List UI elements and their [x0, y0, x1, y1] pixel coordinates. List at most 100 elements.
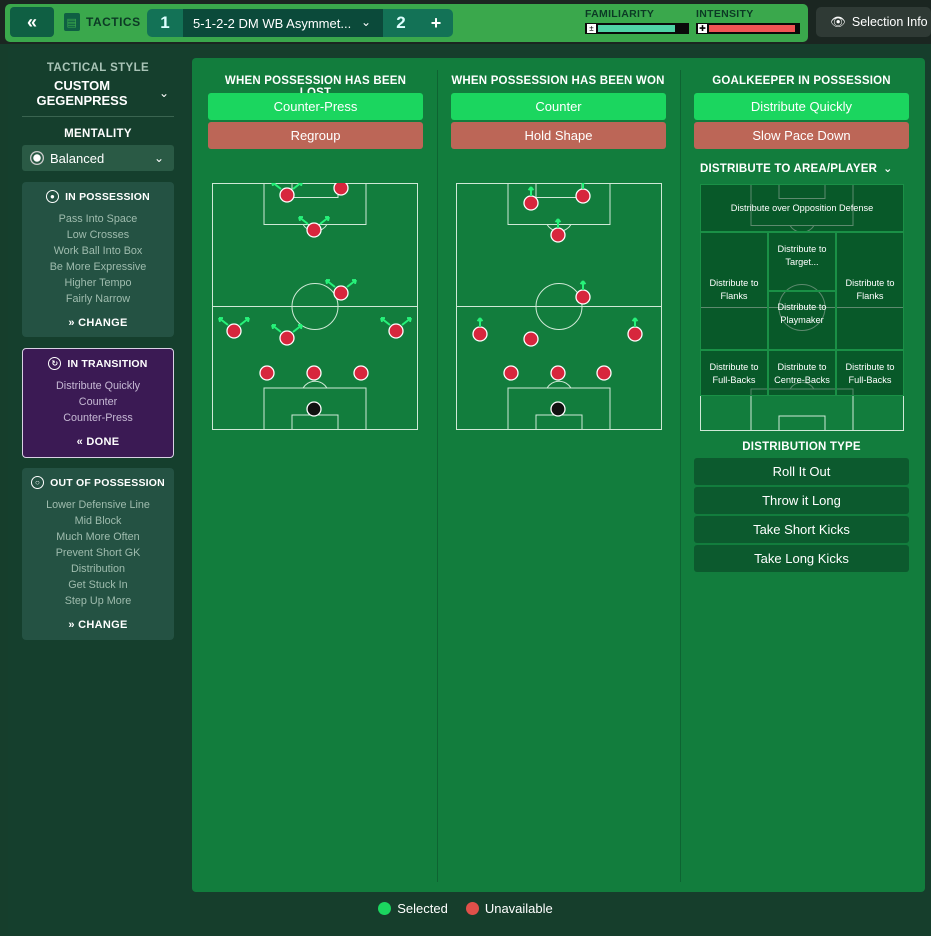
zone-centre-backs[interactable]: Distribute to Centre-Backs	[774, 361, 830, 386]
familiarity-fill	[598, 25, 675, 32]
arrow-head	[380, 317, 386, 323]
chevron-down-icon: ⌄	[360, 15, 371, 29]
counter-option[interactable]: Counter	[451, 93, 666, 120]
legend-selected-label: Selected	[397, 900, 448, 916]
tactics-section: ▤ TACTICS	[64, 13, 141, 31]
pitch-won	[456, 183, 662, 430]
tactics-label: TACTICS	[86, 15, 141, 29]
intensity-icon: ✚	[698, 24, 707, 33]
distribution-zone-area	[768, 232, 836, 291]
zone-full-backs-left[interactable]: Distribute to Full-Backs	[709, 361, 759, 386]
distribute-quickly-option[interactable]: Distribute Quickly	[694, 93, 909, 120]
zone-playmaker[interactable]: Distribute to Playmaker	[777, 301, 827, 326]
instruction-item: Counter	[78, 396, 118, 408]
player-marker	[279, 330, 295, 346]
take-long-kicks-option[interactable]: Take Long Kicks	[694, 545, 909, 572]
instruction-item: Low Crosses	[66, 229, 130, 241]
selection-info-button[interactable]: 👁 Selection Info	[816, 7, 931, 37]
mentality-select[interactable]: Balanced ⌄	[22, 145, 174, 171]
intensity-fill	[709, 25, 795, 32]
arrow-head	[579, 280, 587, 285]
tactic-select[interactable]: 5-1-2-2 DM WB Asymmet... ⌄	[183, 9, 383, 37]
player-marker	[550, 227, 566, 243]
phase-in-transition[interactable]: ↻ IN TRANSITION Distribute Quickly Counte…	[22, 348, 174, 458]
instruction-list: Distribute Quickly Counter Counter-Press	[23, 378, 173, 426]
legend-unavailable-label: Unavailable	[484, 900, 553, 916]
take-short-kicks-option[interactable]: Take Short Kicks	[694, 516, 909, 543]
chevron-down-icon[interactable]: ⌄	[159, 86, 170, 100]
arrow-head	[527, 186, 535, 191]
penalty-area	[263, 183, 367, 225]
distribution-zone-area	[768, 350, 836, 396]
tab-tactic-2[interactable]: 2	[396, 13, 406, 32]
player-marker	[575, 188, 591, 204]
familiarity-meter[interactable]: FAMILIARITY ±	[585, 8, 689, 34]
distribute-area-label: DISTRIBUTE TO AREA/PLAYER	[700, 163, 878, 175]
player-marker	[279, 187, 295, 203]
change-button[interactable]: » CHANGE	[68, 619, 128, 631]
zone-target[interactable]: Distribute to Target...	[777, 243, 827, 268]
zone-flanks-left[interactable]: Distribute to Flanks	[709, 277, 759, 302]
instruction-item: Distribute Quickly	[56, 380, 140, 392]
tab-tactic-1[interactable]: 1	[160, 13, 170, 32]
goalkeeper-marker	[550, 401, 566, 417]
movement-arrow	[271, 183, 282, 190]
tactical-style-name[interactable]: CUSTOM GEGENPRESS	[36, 78, 128, 108]
distribution-zone-area	[836, 350, 904, 396]
eye-icon: 👁	[830, 14, 846, 29]
counter-press-option[interactable]: Counter-Press	[208, 93, 423, 120]
arrow-head	[324, 216, 330, 222]
player-marker	[306, 365, 322, 381]
pitch-lost	[212, 183, 418, 430]
movement-arrow	[298, 216, 309, 225]
arrow-head	[351, 279, 357, 285]
intensity-meter[interactable]: INTENSITY ✚	[696, 8, 800, 34]
six-yard-box	[535, 414, 583, 430]
instruction-item: Much More Often	[56, 531, 140, 543]
tactic-tabs: 1 5-1-2-2 DM WB Asymmet... ⌄ 2 +	[147, 9, 453, 37]
phase-in-possession[interactable]: ● IN POSSESSION Pass Into Space Low Cross…	[22, 182, 174, 337]
add-tactic-button[interactable]: +	[430, 12, 442, 33]
movement-arrow	[292, 183, 303, 190]
roll-it-out-option[interactable]: Roll It Out	[694, 458, 909, 485]
movement-arrow	[401, 317, 412, 326]
pitch-distribution	[700, 184, 904, 431]
instruction-item: Be More Expressive	[49, 261, 147, 273]
arrow-head	[218, 317, 224, 323]
zone-full-backs-right[interactable]: Distribute to Full-Backs	[845, 361, 895, 386]
column-divider	[437, 70, 438, 882]
distribution-zone-area	[700, 184, 904, 232]
chevron-down-icon: ⌄	[883, 163, 893, 175]
distribute-area-title[interactable]: DISTRIBUTE TO AREA/PLAYER ⌄	[700, 162, 893, 175]
six-yard-box	[778, 415, 826, 431]
done-label: DONE	[86, 436, 120, 448]
phase-title-text: IN TRANSITION	[67, 357, 148, 370]
movement-arrow	[325, 279, 336, 288]
phase-out-of-possession[interactable]: ○ OUT OF POSSESSION Lower Defensive Line…	[22, 468, 174, 640]
penalty-arc	[302, 380, 328, 389]
player-marker	[523, 331, 539, 347]
centre-circle	[291, 283, 339, 330]
change-button[interactable]: » CHANGE	[68, 317, 128, 329]
ball-icon: ●	[46, 190, 60, 203]
mentality-value: Balanced	[50, 150, 105, 166]
arrow-head	[298, 216, 304, 222]
back-button[interactable]: «	[10, 7, 54, 37]
familiarity-icon: ±	[587, 24, 596, 33]
regroup-option[interactable]: Regroup	[208, 122, 423, 149]
phase-title-text: IN POSSESSION	[65, 190, 150, 203]
six-yard-box	[535, 183, 583, 198]
tactic-name: 5-1-2-2 DM WB Asymmet...	[193, 15, 352, 31]
player-marker	[226, 323, 242, 339]
zone-opposition-defense[interactable]: Distribute over Opposition Defense	[730, 203, 874, 214]
done-button[interactable]: « DONE	[76, 436, 120, 448]
movement-arrow	[292, 324, 303, 333]
distribution-zone-area	[700, 350, 768, 396]
transition-icon: ↻	[48, 357, 62, 370]
throw-it-long-option[interactable]: Throw it Long	[694, 487, 909, 514]
slow-pace-down-option[interactable]: Slow Pace Down	[694, 122, 909, 149]
hold-shape-option[interactable]: Hold Shape	[451, 122, 666, 149]
distribution-zone-area	[836, 232, 904, 350]
zone-flanks-right[interactable]: Distribute to Flanks	[845, 277, 895, 302]
ball-outline-icon: ○	[31, 476, 45, 489]
